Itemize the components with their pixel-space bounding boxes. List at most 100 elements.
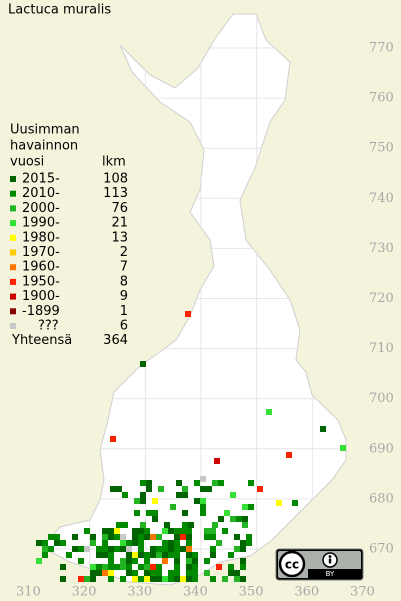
observation-square [156,564,162,570]
observation-square [174,540,180,546]
observation-square [140,492,146,498]
legend-label: 1960- [22,260,60,275]
observation-square [140,361,146,367]
observation-square [218,480,224,486]
observation-square [134,510,140,516]
observation-square [194,480,200,486]
observation-square [132,558,138,564]
observation-square [194,498,200,504]
observation-square [240,540,246,546]
observation-square [120,564,126,570]
observation-square [174,558,180,564]
observation-square [180,528,186,534]
observation-square [126,564,132,570]
observation-square [234,576,240,582]
license-by: BY [326,570,335,578]
observation-square [144,558,150,564]
observation-square [138,528,144,534]
northing-label: 720 [369,291,394,306]
legend-swatch [10,249,16,256]
observation-square [48,546,54,552]
observation-square [248,504,254,510]
observation-square [152,516,158,522]
observation-square [120,534,126,540]
observation-square [48,534,54,540]
observation-square [242,504,248,510]
observation-square [90,534,96,540]
observation-square [266,409,272,415]
observation-square [42,540,48,546]
observation-square [176,480,182,486]
observation-square [174,528,180,534]
easting-label: 320 [72,585,97,600]
observation-square [240,576,246,582]
observation-square [102,546,108,552]
legend-count: 8 [120,274,128,289]
legend-swatch [10,176,16,182]
observation-square [102,552,108,558]
map-title: Lactuca muralis [8,3,111,18]
observation-square [60,564,66,570]
observation-square [168,528,174,534]
observation-square [140,480,146,486]
observation-square [174,570,180,576]
easting-label: 350 [239,585,264,600]
observation-square [186,540,192,546]
observation-square [108,552,114,558]
legend-swatch [10,190,16,197]
observation-square [204,570,210,576]
observation-square [126,540,132,546]
observation-square [36,558,42,564]
observation-square [186,552,192,558]
observation-square [210,528,216,534]
legend-label: 1980- [22,230,60,245]
observation-square [218,516,224,522]
legend-count: 7 [120,260,128,275]
observation-square [138,576,144,582]
observation-square [150,552,156,558]
observation-square [146,510,152,516]
observation-square [144,576,150,582]
observation-square [122,522,128,528]
legend-label: -1899 [22,304,60,319]
observation-square [150,576,156,582]
legend-header: vuosi [10,155,44,170]
legend-count: 108 [103,172,128,187]
observation-square [78,558,84,564]
observation-square [210,576,216,582]
observation-square [186,528,192,534]
observation-square [156,552,162,558]
observation-square [150,570,156,576]
observation-square [162,546,168,552]
legend-swatch [10,293,16,300]
observation-square [36,540,42,546]
legend-count: 1 [120,304,128,319]
observation-square [126,552,132,558]
observation-square [210,546,216,552]
observation-square [200,476,206,482]
observation-square [132,534,138,540]
license-cc: cc [285,558,299,572]
observation-square [132,528,138,534]
observation-square [84,546,90,552]
observation-square [120,558,126,564]
observation-square [156,576,162,582]
northing-label: 740 [369,191,394,206]
observation-square [228,564,234,570]
observation-square [96,564,102,570]
northing-label: 750 [369,141,394,156]
observation-square [240,546,246,552]
observation-square [168,552,174,558]
observation-square [72,534,78,540]
legend-header: havainnon [10,139,78,154]
observation-square [66,552,72,558]
observation-square [210,534,216,540]
observation-square [96,570,102,576]
observation-square [116,522,122,528]
legend-count-header: lkm [102,155,126,170]
legend-swatch [10,205,16,212]
northing-label: 670 [369,542,394,557]
legend-count: 2 [120,245,128,260]
northing-label: 680 [369,491,394,506]
northing-label: 710 [369,341,394,356]
